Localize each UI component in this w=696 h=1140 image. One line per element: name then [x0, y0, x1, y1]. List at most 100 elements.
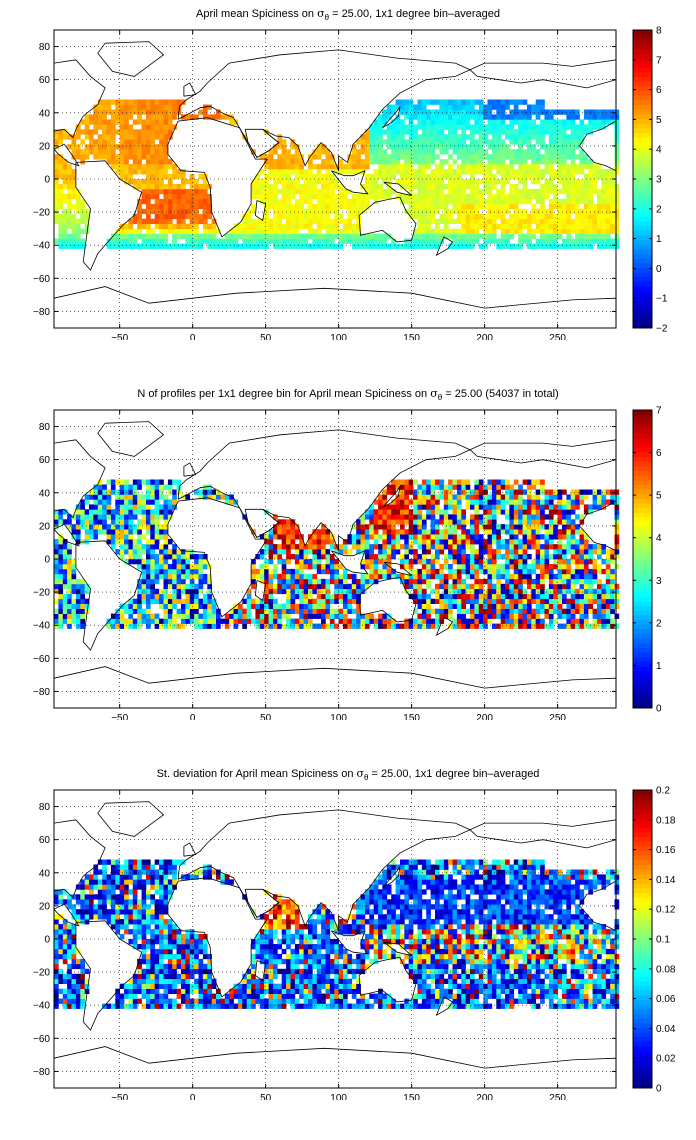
data-cell [570, 603, 576, 609]
data-cell [456, 494, 462, 500]
data-cell [329, 184, 335, 190]
data-cell [548, 144, 554, 150]
data-cell [364, 583, 370, 590]
data-cell [509, 243, 515, 249]
data-cell [360, 193, 366, 200]
data-cell [474, 489, 480, 495]
data-cell [321, 613, 326, 619]
data-cell [474, 509, 480, 515]
data-cell [137, 208, 142, 215]
data-cell [443, 109, 449, 115]
data-cell [421, 203, 427, 210]
data-cell [93, 524, 99, 530]
data-cell [461, 598, 466, 604]
data-cell [601, 188, 607, 195]
data-cell [491, 524, 497, 530]
data-cell [364, 623, 370, 629]
data-cell [557, 174, 563, 180]
data-cell [303, 598, 309, 604]
data-cell [163, 149, 169, 155]
data-cell [312, 193, 318, 200]
data-cell [364, 539, 370, 545]
data-cell [513, 539, 519, 545]
data-cell [163, 109, 169, 115]
colorbar-segment [633, 76, 652, 82]
data-cell [583, 179, 589, 185]
data-cell [417, 114, 423, 120]
data-cell [277, 144, 282, 150]
data-cell [154, 184, 160, 190]
data-cell [408, 578, 414, 585]
data-cell [299, 203, 304, 210]
data-cell [207, 238, 212, 244]
data-cell [391, 549, 396, 555]
data-cell [163, 583, 169, 590]
data-cell [413, 554, 418, 560]
data-cell [413, 534, 418, 540]
data-cell [408, 243, 414, 249]
data-cell [487, 573, 493, 580]
data-cell [167, 243, 173, 249]
data-cell [522, 129, 528, 135]
data-cell [452, 198, 458, 205]
data-cell [583, 164, 589, 170]
data-cell [404, 193, 409, 200]
data-cell [470, 603, 475, 609]
data-cell [62, 544, 68, 550]
data-cell [513, 544, 519, 550]
data-cell [417, 588, 423, 595]
data-cell [417, 188, 423, 195]
data-cell [242, 618, 247, 624]
data-cell [513, 218, 519, 224]
data-cell [237, 618, 243, 624]
data-cell [452, 549, 458, 555]
data-cell [531, 499, 536, 505]
data-cell [67, 554, 72, 560]
data-cell [268, 184, 274, 190]
data-cell [496, 213, 501, 220]
data-cell [456, 238, 462, 244]
data-cell [115, 129, 120, 135]
data-cell [277, 169, 282, 175]
data-cell [163, 188, 169, 195]
data-cell [421, 184, 427, 190]
data-cell [312, 623, 318, 629]
data-cell [58, 573, 64, 580]
data-cell [124, 134, 129, 140]
data-cell [505, 149, 510, 155]
data-cell [378, 618, 383, 624]
data-cell [465, 588, 471, 595]
data-cell [303, 218, 309, 224]
data-cell [426, 564, 431, 570]
data-cell [364, 613, 370, 619]
data-cell [343, 238, 348, 244]
data-cell [237, 603, 243, 609]
data-cell [115, 494, 120, 500]
data-cell [487, 534, 493, 540]
data-cell [115, 524, 120, 530]
data-cell [325, 583, 331, 590]
data-cell [97, 484, 103, 490]
data-cell [71, 169, 77, 175]
data-cell [443, 193, 449, 200]
data-cell [513, 489, 519, 495]
data-cell [132, 549, 138, 555]
data-cell [325, 198, 331, 205]
data-cell [483, 198, 488, 205]
data-cell [211, 598, 217, 604]
data-cell [198, 564, 204, 570]
data-cell [400, 573, 405, 580]
data-cell [465, 544, 471, 550]
data-cell [566, 228, 572, 234]
data-cell [189, 188, 195, 195]
data-cell [426, 618, 431, 624]
data-cell [443, 573, 449, 580]
data-cell [115, 144, 120, 150]
data-cell [137, 623, 142, 629]
data-cell [146, 593, 151, 600]
data-cell [500, 119, 506, 125]
data-cell [518, 213, 523, 220]
data-cell [522, 623, 528, 629]
data-cell [119, 494, 125, 500]
